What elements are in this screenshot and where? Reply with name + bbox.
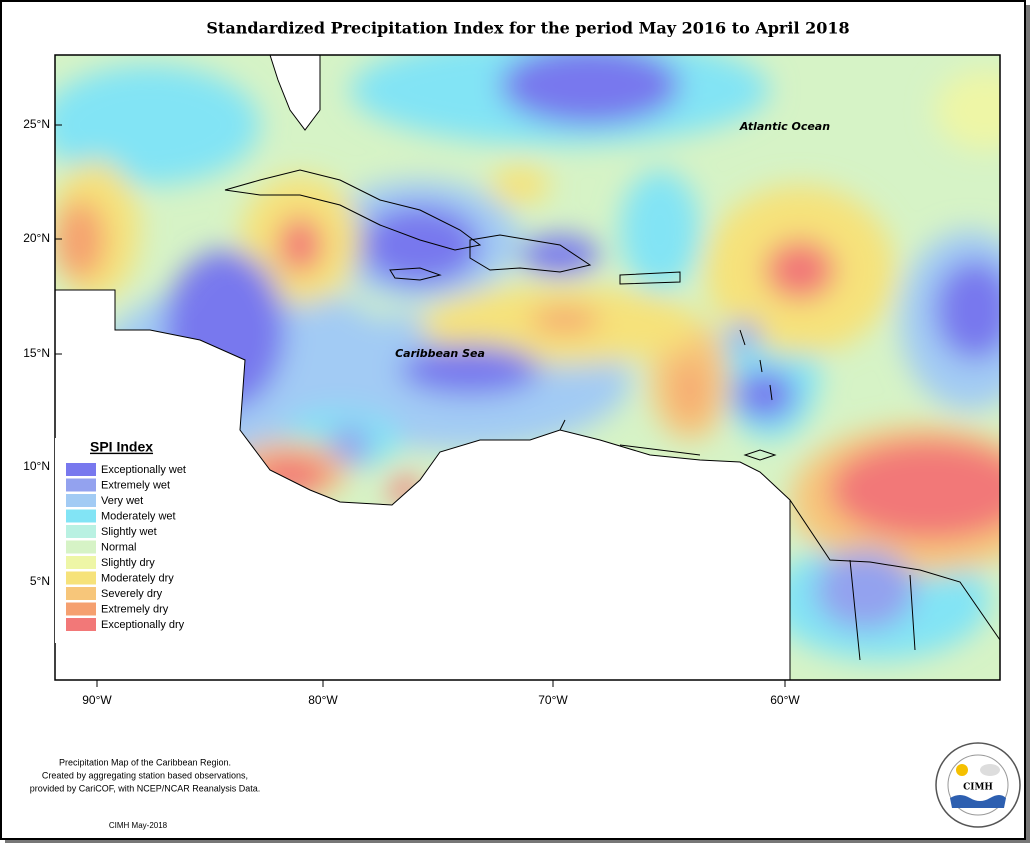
- place-label: Caribbean Sea: [395, 347, 485, 360]
- shadow: [5, 840, 1030, 843]
- land: [269, 55, 321, 131]
- legend-swatch: [66, 494, 96, 507]
- lat-label: 15°N: [23, 346, 50, 360]
- place-labels: Atlantic Ocean Caribbean Sea: [395, 120, 830, 360]
- note-line: provided by CariCOF, with NCEP/NCAR Rean…: [30, 783, 261, 793]
- island-cuba: [224, 169, 482, 251]
- logo-wave: [950, 795, 1006, 808]
- legend-label: Moderately wet: [101, 510, 176, 522]
- legend-label: Moderately dry: [101, 572, 174, 584]
- lat-label: 25°N: [23, 117, 50, 131]
- island: [389, 267, 681, 285]
- note-line: Precipitation Map of the Caribbean Regio…: [59, 757, 231, 767]
- spi-blob: [678, 360, 702, 420]
- island-hispaniola: [469, 234, 592, 273]
- credit: CIMH May-2018: [109, 821, 168, 830]
- spi-blob: [815, 550, 915, 630]
- land: [55, 289, 791, 680]
- note-line: Created by aggregating station based obs…: [42, 770, 248, 780]
- spi-blob: [500, 55, 680, 125]
- spi-blob: [620, 170, 700, 290]
- logo-cloud: [980, 764, 1000, 776]
- legend-swatch: [66, 525, 96, 538]
- legend-label: Slightly dry: [101, 557, 155, 569]
- spi-blob: [530, 308, 600, 332]
- legend-label: Exceptionally wet: [101, 464, 186, 476]
- spi-blobs: [55, 55, 1000, 660]
- legend-label: Severely dry: [101, 588, 163, 600]
- lon-label: 60°W: [770, 693, 800, 707]
- spi-blob: [330, 425, 370, 465]
- borders: [559, 419, 1000, 680]
- legend-swatch: [66, 571, 96, 585]
- logo: CIMH: [935, 742, 1021, 828]
- legend-swatch: [66, 463, 96, 476]
- legend-swatch: [66, 478, 96, 492]
- lat-label: 5°N: [30, 574, 50, 588]
- legend-label: Normal: [101, 541, 136, 553]
- spi-field: [55, 55, 1000, 680]
- legend-swatch: [66, 509, 96, 523]
- spi-blob: [490, 165, 550, 205]
- legend-label: Slightly wet: [101, 526, 157, 538]
- legend-label: Extremely wet: [101, 479, 170, 491]
- lon-label: 70°W: [538, 693, 568, 707]
- legend-title: SPI Index: [90, 439, 153, 455]
- spi-blob: [730, 320, 760, 350]
- spi-blob: [55, 65, 260, 185]
- spi-blob: [55, 200, 105, 280]
- logo-text: CIMH: [963, 783, 993, 793]
- title: Standardized Precipitation Index for the…: [206, 19, 849, 38]
- legend-swatch: [66, 540, 96, 554]
- spi-blob: [830, 440, 1000, 540]
- lon-label: 80°W: [308, 693, 338, 707]
- legend-swatch: [66, 618, 96, 631]
- legend-label: Exceptionally dry: [101, 619, 185, 631]
- spi-blob: [765, 240, 835, 300]
- lat-label: 20°N: [23, 231, 50, 245]
- notes: Precipitation Map of the Caribbean Regio…: [30, 757, 261, 793]
- island: [739, 329, 777, 461]
- lat-label: 10°N: [23, 459, 50, 473]
- legend-label: Very wet: [101, 495, 143, 507]
- legend-label: Extremely dry: [101, 603, 169, 615]
- spi-blob: [520, 235, 600, 275]
- map-frame: [54, 54, 1001, 681]
- spi-blob: [735, 370, 795, 420]
- logo-sun: [956, 764, 968, 776]
- lon-label: 90°W: [82, 693, 112, 707]
- spi-blob: [400, 345, 540, 395]
- axes: 25°N 20°N 15°N 10°N 5°N 90°W 80°W 70°W 60°W: [23, 117, 800, 707]
- legend-swatch: [66, 587, 96, 600]
- shadow: [1026, 5, 1030, 843]
- place-label: Atlantic Ocean: [739, 120, 830, 133]
- legend-swatch: [66, 602, 96, 616]
- legend: SPI Index Exceptionally wet Extremely wet…: [55, 438, 195, 643]
- legend-swatch: [66, 556, 96, 569]
- spi-blob: [935, 70, 1000, 150]
- spi-blob: [278, 217, 322, 273]
- spi-blob: [360, 205, 480, 285]
- spi-blob: [935, 260, 1000, 360]
